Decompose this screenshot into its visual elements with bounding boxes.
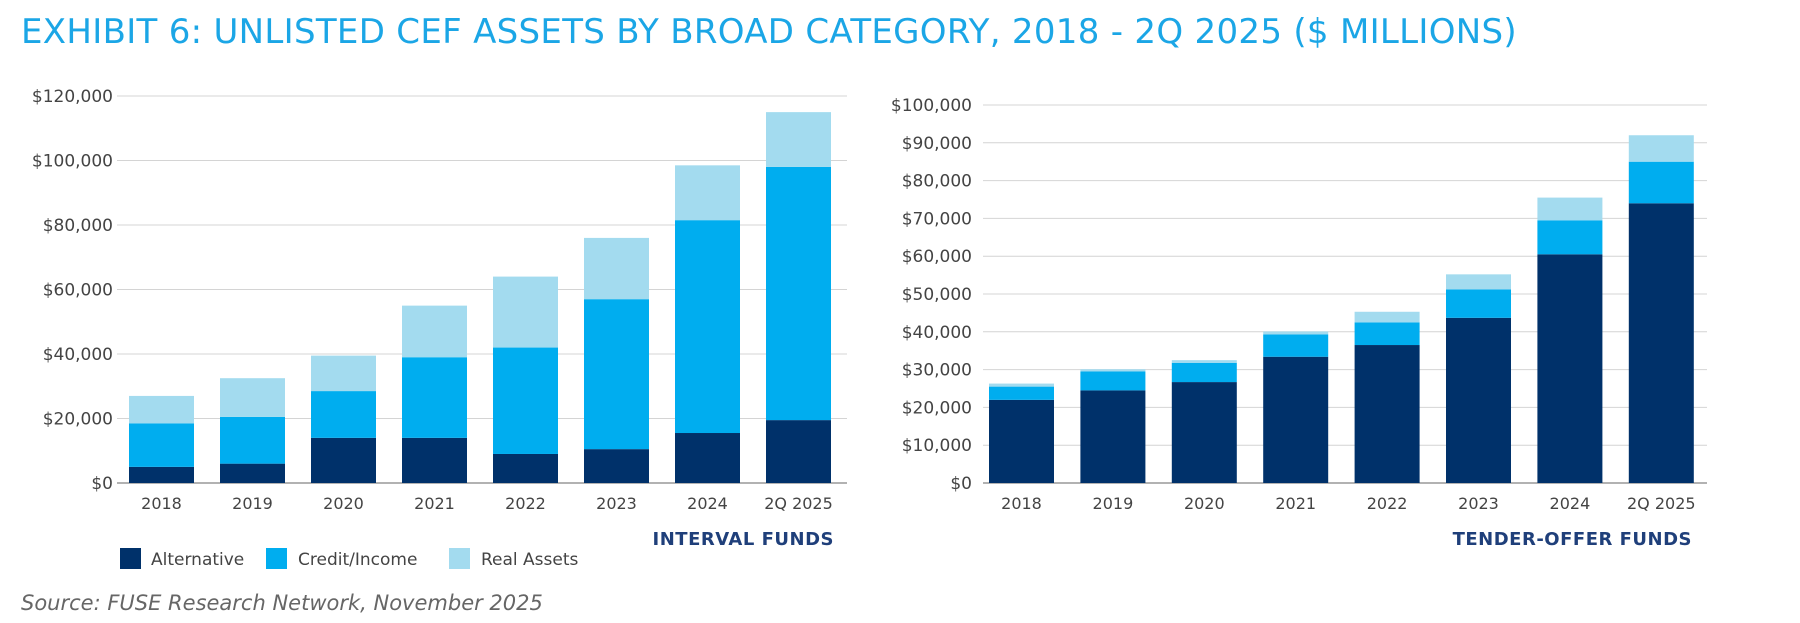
legend-label-real-assets: Real Assets [481,550,579,570]
tender-x-tick-label: 2018 [1001,494,1042,513]
interval-y-tick-label: $80,000 [43,216,113,236]
interval-bar-alternative-2020 [311,437,376,483]
tender-bar-real-assets-2018 [989,383,1054,387]
tender-y-tick-label: $70,000 [902,209,972,229]
interval-bar-credit-income-2018 [129,423,194,467]
legend-label-credit-income: Credit/Income [298,550,417,570]
interval-bar-credit-income-2022 [493,347,558,454]
interval-bar-real-assets-2018 [129,395,194,424]
tender-x-tick-label: 2Q 2025 [1627,494,1696,513]
tender-bar-credit-income-2019 [1080,371,1146,391]
interval-chart-caption: INTERVAL FUNDS [653,529,834,550]
interval-bar-credit-income-2021 [402,357,467,438]
interval-bar-alternative-2q-2025 [766,420,831,483]
tender-chart-caption: TENDER-OFFER FUNDS [1453,529,1692,550]
interval-bar-alternative-2024 [675,433,740,483]
tender-bar-alternative-2024 [1537,254,1603,483]
interval-bar-credit-income-2020 [311,391,376,438]
tender-bar-real-assets-2q-2025 [1628,135,1694,162]
tender-y-tick-label: $50,000 [902,285,972,305]
tender-x-tick-label: 2020 [1184,494,1225,513]
interval-bar-real-assets-2024 [675,165,740,221]
tender-y-tick-label: $90,000 [902,134,972,154]
interval-y-tick-label: $120,000 [32,87,113,107]
interval-funds-chart: $0 $20,000 $40,000 $60,000 $80,000 $100,000 $1… [32,87,847,550]
interval-bar-alternative-2022 [493,453,558,483]
legend-swatch-real-assets [449,548,470,569]
tender-bar-credit-income-2024 [1537,220,1603,255]
tender-x-tick-label: 2019 [1093,494,1134,513]
interval-y-tick-label: $0 [91,474,113,494]
interval-x-tick-label: 2019 [232,494,273,513]
tender-bar-real-assets-2019 [1080,369,1146,372]
interval-x-tick-label: 2021 [414,494,455,513]
interval-x-tick-label: 2023 [596,494,637,513]
tender-x-tick-label: 2023 [1458,494,1499,513]
tender-y-tick-label: $30,000 [902,361,972,381]
interval-x-tick-label: 2022 [505,494,546,513]
interval-x-tick-label: 2018 [141,494,182,513]
legend-label-alternative: Alternative [151,550,244,570]
interval-bar-real-assets-2022 [493,276,558,348]
tender-x-tick-label: 2022 [1367,494,1408,513]
tender-x-tick-label: 2024 [1550,494,1591,513]
tender-bar-alternative-2q-2025 [1628,203,1694,483]
tender-bar-alternative-2023 [1446,317,1511,483]
tender-y-tick-label: $100,000 [891,96,972,116]
interval-bar-alternative-2018 [129,466,194,483]
interval-x-tick-label: 2Q 2025 [764,494,833,513]
tender-y-tick-label: $20,000 [902,398,972,418]
tender-x-tick-label: 2021 [1275,494,1316,513]
tender-y-tick-label: $10,000 [902,436,972,456]
tender-bar-real-assets-2023 [1446,274,1511,290]
legend-swatch-alternative [120,548,141,569]
tender-y-tick-label: $80,000 [902,172,972,192]
tender-y-tick-label: $60,000 [902,247,972,267]
tender-bar-real-assets-2024 [1537,197,1603,221]
tender-bar-alternative-2020 [1171,382,1237,483]
interval-bar-credit-income-2019 [220,416,285,464]
tender-bar-real-assets-2021 [1263,331,1329,335]
tender-bar-real-assets-2022 [1354,311,1420,323]
interval-y-tick-label: $20,000 [43,410,113,430]
tender-bar-alternative-2022 [1354,345,1420,483]
interval-bar-alternative-2019 [220,463,285,483]
legend: Alternative Credit/Income Real Assets [120,548,579,570]
interval-bar-real-assets-2021 [402,305,467,358]
legend-swatch-credit-income [266,548,287,569]
interval-bar-real-assets-2019 [220,378,285,417]
source-note: Source: FUSE Research Network, November … [21,591,543,615]
interval-bar-credit-income-2023 [584,299,649,450]
interval-y-tick-label: $60,000 [43,281,113,301]
tender-y-tick-label: $0 [950,474,972,494]
tender-offer-funds-chart: $0 $10,000 $20,000 $30,000 $40,000 $50,000 $60… [891,96,1707,550]
interval-x-tick-label: 2024 [687,494,728,513]
interval-bar-credit-income-2024 [675,220,740,434]
tender-bar-alternative-2019 [1080,390,1146,483]
tender-bar-credit-income-2q-2025 [1628,161,1694,204]
tender-y-tick-label: $40,000 [902,323,972,343]
tender-bar-credit-income-2018 [989,386,1054,400]
interval-bar-real-assets-2q-2025 [766,112,831,167]
tender-bar-credit-income-2021 [1263,334,1329,357]
tender-bar-credit-income-2020 [1171,362,1237,383]
interval-bar-alternative-2023 [584,449,649,483]
interval-y-tick-label: $100,000 [32,152,113,172]
interval-bar-real-assets-2023 [584,237,649,300]
tender-bar-credit-income-2022 [1354,322,1420,346]
tender-bar-alternative-2018 [989,399,1054,483]
interval-y-tick-label: $40,000 [43,345,113,365]
tender-bar-alternative-2021 [1263,356,1329,483]
interval-bar-credit-income-2q-2025 [766,166,831,421]
tender-bar-credit-income-2023 [1446,289,1511,318]
interval-bar-real-assets-2020 [311,355,376,392]
page-title: EXHIBIT 6: UNLISTED CEF ASSETS BY BROAD … [21,12,1517,52]
tender-bar-real-assets-2020 [1171,360,1237,363]
interval-bar-alternative-2021 [402,437,467,483]
interval-x-tick-label: 2020 [323,494,364,513]
